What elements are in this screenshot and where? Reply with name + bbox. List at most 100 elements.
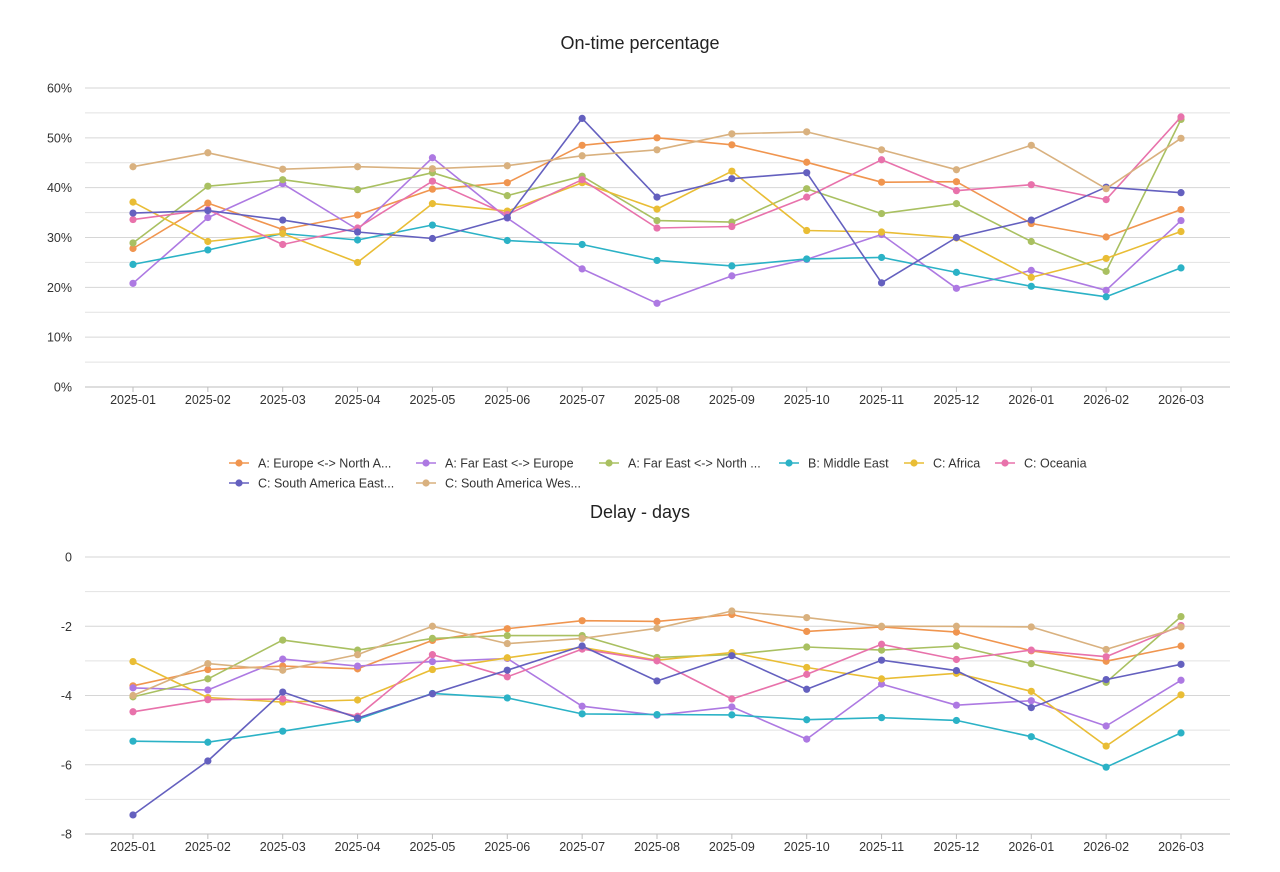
data-point [1102, 196, 1110, 204]
legend-item: C: Africa [904, 457, 980, 471]
data-point [1027, 216, 1035, 224]
x-tick-label: 2025-06 [484, 840, 530, 854]
data-point [1102, 286, 1110, 294]
x-tick-label: 2026-03 [1158, 393, 1204, 407]
data-point [129, 215, 137, 224]
y-tick-label: -4 [61, 689, 72, 703]
data-point [279, 165, 287, 173]
y-tick-label: -6 [61, 758, 72, 772]
data-point [204, 757, 212, 765]
data-point [503, 625, 511, 633]
legend-swatch-marker [422, 479, 430, 487]
x-tick-label: 2025-01 [110, 840, 156, 854]
data-point [353, 662, 362, 670]
y-tick-label: -2 [61, 620, 72, 634]
data-point [353, 228, 362, 236]
data-point [1102, 742, 1110, 750]
data-point [353, 186, 362, 194]
data-point [803, 128, 811, 136]
data-point [952, 666, 961, 675]
chart-2: Delay - days 0 -2 -4 -6 -8 2025-01 2025-02 2025-… [61, 502, 1230, 854]
x-tick-label: 2025-01 [110, 393, 156, 407]
x-tick-label: 2025-03 [260, 393, 306, 407]
data-point [204, 182, 212, 190]
data-point [129, 708, 137, 716]
data-point [129, 163, 137, 171]
y-tick-label: 10% [47, 331, 72, 345]
x-tick-label: 2026-02 [1083, 393, 1129, 407]
data-point [129, 239, 137, 247]
data-point [653, 146, 661, 154]
y-tick-label: 50% [47, 131, 72, 145]
x-tick-label: 2025-12 [933, 840, 979, 854]
data-point [728, 272, 736, 280]
x-tick-label: 2025-05 [409, 840, 455, 854]
data-point [129, 279, 137, 287]
data-point [1177, 729, 1185, 737]
data-point [803, 643, 811, 651]
data-point [877, 209, 886, 218]
series-line [132, 624, 1182, 718]
data-point [803, 255, 811, 263]
data-point [279, 636, 287, 644]
legend-item: A: Far East <-> North ... [599, 457, 761, 471]
data-point [129, 657, 137, 666]
data-point [503, 666, 511, 674]
data-point [1027, 660, 1035, 668]
data-point [279, 240, 287, 249]
data-point [653, 657, 661, 665]
data-point [1027, 697, 1035, 705]
legend-item: C: Oceania [995, 457, 1087, 471]
data-point [803, 735, 811, 743]
x-tick-label: 2025-11 [859, 393, 904, 407]
x-tick-label: 2025-04 [335, 393, 381, 407]
x-tick-label: 2025-12 [933, 393, 979, 407]
data-point [353, 211, 362, 219]
legend-swatch-marker [1001, 459, 1009, 467]
legend-swatch-marker [910, 459, 918, 467]
legend-label: C: South America Wes... [445, 477, 581, 491]
y-tick-label: 0% [54, 381, 72, 395]
x-tick-label: 2026-01 [1008, 393, 1054, 407]
data-point [728, 703, 736, 711]
data-point [129, 244, 137, 253]
legend-swatch-marker [422, 459, 430, 467]
data-point [877, 156, 886, 164]
data-point [279, 727, 287, 735]
data-point [653, 677, 661, 685]
x-tick-label: 2025-10 [784, 393, 830, 407]
data-point [803, 158, 811, 166]
data-point [204, 206, 212, 215]
data-point [1177, 227, 1185, 236]
data-point [1027, 687, 1035, 695]
legend-swatch-marker [605, 459, 613, 467]
series-4 [129, 689, 1185, 771]
data-point [578, 617, 586, 625]
data-point [1027, 623, 1035, 631]
data-point [952, 233, 961, 242]
data-point [877, 680, 886, 688]
data-point [428, 185, 437, 193]
data-point [952, 628, 961, 636]
data-point [877, 714, 886, 722]
data-point [877, 146, 886, 154]
data-point [279, 176, 287, 184]
data-point [1027, 733, 1035, 741]
legend-label: A: Far East <-> North ... [628, 457, 761, 471]
data-point [1027, 646, 1035, 654]
data-point [204, 149, 212, 157]
x-tick-label: 2025-07 [559, 393, 605, 407]
data-point [952, 166, 961, 174]
data-point [1102, 185, 1110, 193]
data-point [204, 696, 212, 704]
data-point [803, 627, 811, 636]
data-point [353, 236, 362, 244]
data-point [1102, 267, 1110, 275]
data-point [578, 265, 586, 273]
data-point [653, 193, 661, 201]
data-point [129, 811, 137, 819]
data-point [129, 260, 137, 269]
data-point [279, 688, 287, 696]
data-point [1102, 645, 1110, 654]
